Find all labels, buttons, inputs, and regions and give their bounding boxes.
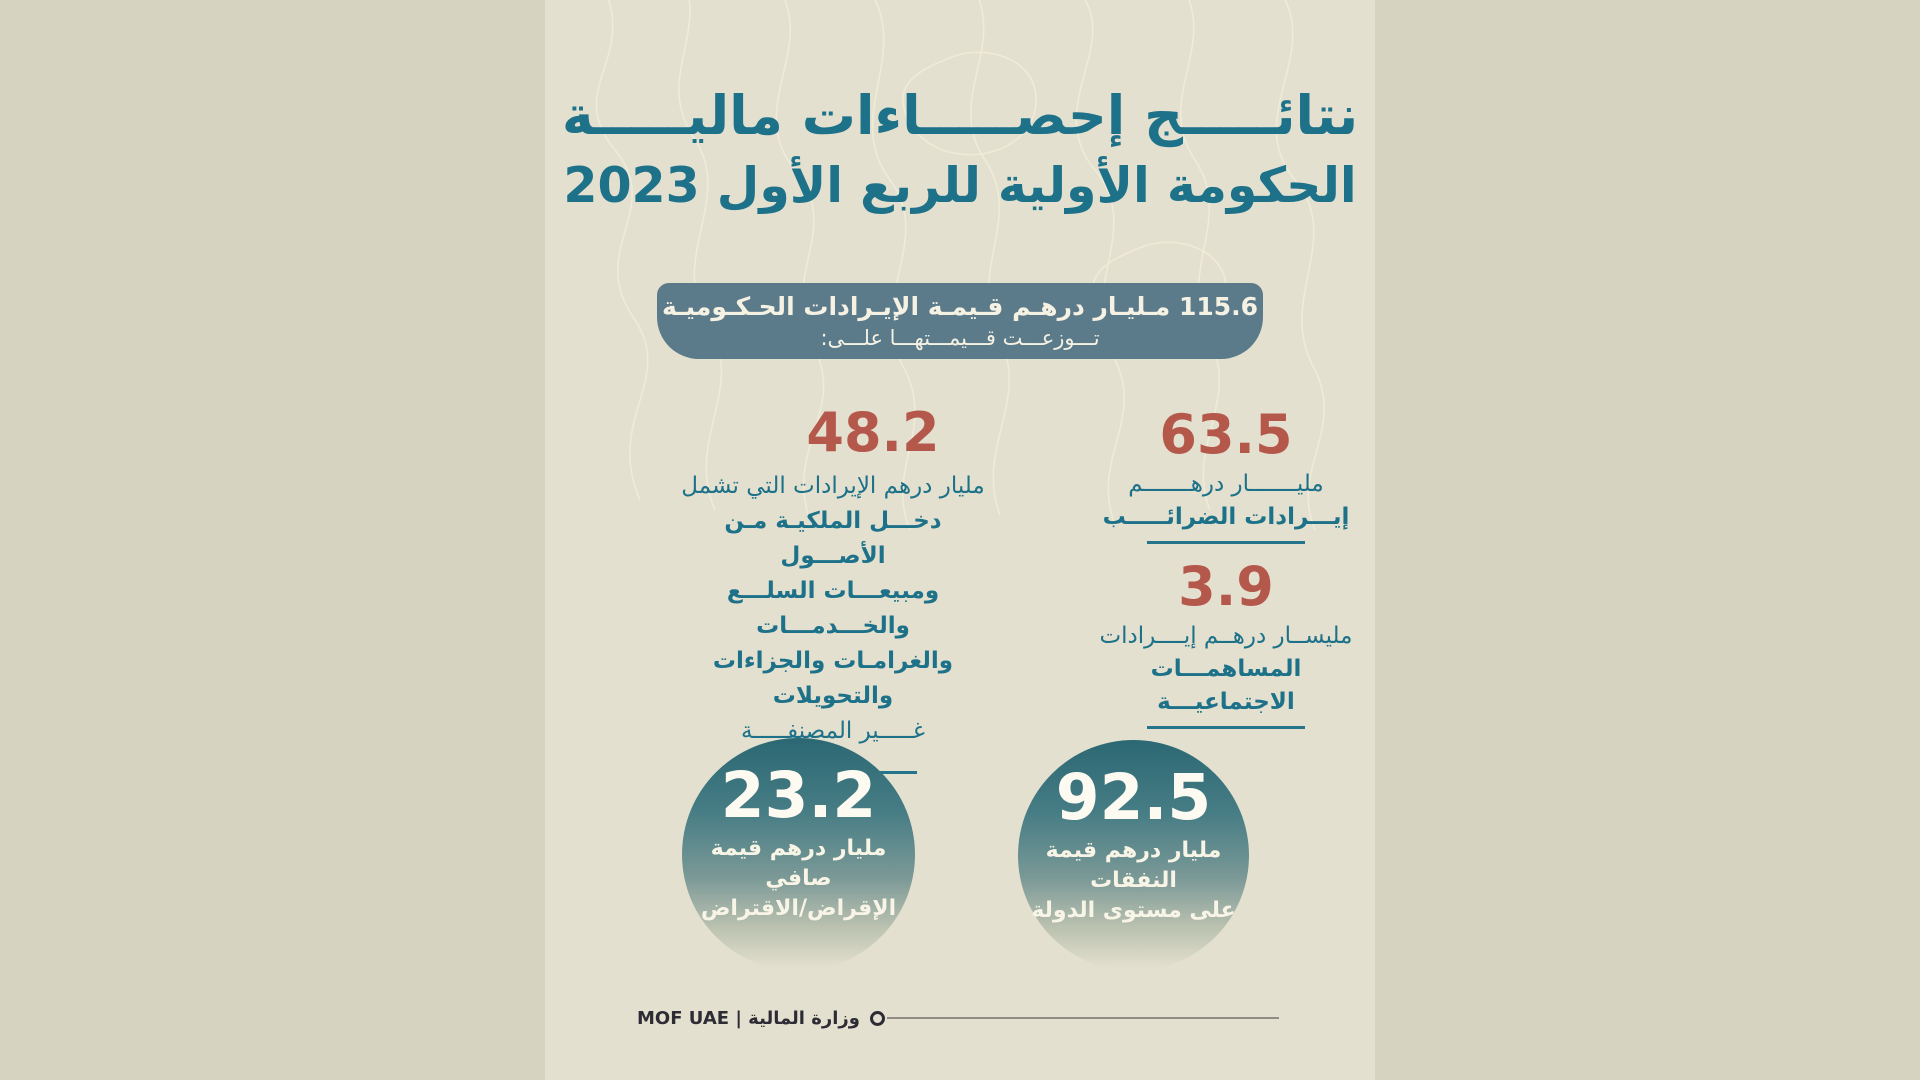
- stat-line: دخـــل الملكيـة مـن الأصـــول: [724, 508, 942, 569]
- expenses-circle: 92.5 مليار درهم قيمة النفقات على مستوى ا…: [1018, 740, 1249, 971]
- underline-decoration: [1147, 726, 1305, 729]
- stat-line: والغرامـات والجزاءات والتحويلات: [712, 648, 954, 709]
- page-title: نتائـــــج إحصـــــاءات ماليـــــة الحكو…: [545, 84, 1375, 216]
- ring-outline-icon: [869, 1010, 885, 1026]
- stat-line: ومبيعـــات السلـــع والخـــدمـــات: [726, 578, 940, 639]
- banner-distribution-text: تـــوزعـــت قـــيمـــتهـــا علـــى:: [820, 325, 1100, 350]
- circle-label-line: مليار درهم قيمة النفقات: [1045, 838, 1222, 893]
- circle-label-line: مليار درهم قيمة صافي: [710, 836, 887, 891]
- stat-line: مليســار درهــم إيــــرادات: [1099, 623, 1353, 649]
- stat-line: إيـــرادات الضرائـــــب: [1102, 504, 1350, 530]
- net-lending-label: مليار درهم قيمة صافي الإقراض/الاقتراض: [682, 834, 915, 924]
- underline-decoration: [1147, 541, 1305, 544]
- other-revenues-description: مليار درهم الإيرادات التي تشمل دخـــل ال…: [671, 469, 995, 749]
- other-revenues-value: 48.2: [806, 401, 940, 464]
- expenses-value: 92.5: [1055, 761, 1212, 834]
- footer-rule: [886, 1017, 1279, 1019]
- expenses-label: مليار درهم قيمة النفقات على مستوى الدولة: [1018, 836, 1249, 926]
- net-lending-value: 23.2: [720, 759, 877, 832]
- social-contributions-description: مليســار درهــم إيــــرادات المساهمـــات…: [1097, 620, 1355, 719]
- tax-revenues-value: 63.5: [1159, 403, 1293, 466]
- total-revenue-banner: 115.6 مـليـار درهـم قـيمـة الإيـرادات ال…: [657, 283, 1263, 359]
- title-line-1: نتائـــــج إحصـــــاءات ماليـــــة: [561, 84, 1359, 147]
- other-revenues-stat: 48.2 مليار درهم الإيرادات التي تشمل دخــ…: [671, 406, 995, 774]
- social-contributions-value: 3.9: [1178, 555, 1274, 618]
- circle-label-line: الإقراض/الاقتراض: [700, 896, 897, 921]
- stat-line: مليار درهم الإيرادات التي تشمل: [681, 473, 985, 499]
- footer: وزارة المالية | MOF UAE: [637, 1000, 1279, 1036]
- tax-and-social-stats: 63.5 مليـــــــار درهـــــــم إيـــرادات…: [1097, 408, 1355, 729]
- circle-label-line: على مستوى الدولة: [1031, 898, 1236, 923]
- title-line-2: الحكومة الأولية للربع الأول 2023: [563, 156, 1357, 214]
- stat-line: المساهمـــات الاجتماعيـــة: [1150, 656, 1302, 715]
- banner-total-revenue-text: 115.6 مـليـار درهـم قـيمـة الإيـرادات ال…: [661, 292, 1259, 322]
- stat-line: مليـــــــار درهـــــــم: [1128, 471, 1324, 497]
- ministry-brand-text: وزارة المالية | MOF UAE: [637, 1007, 860, 1029]
- net-lending-circle: 23.2 مليار درهم قيمة صافي الإقراض/الاقتر…: [682, 738, 915, 971]
- tax-revenues-description: مليـــــــار درهـــــــم إيـــرادات الضر…: [1097, 468, 1355, 534]
- stat-line: غـــــير المصنفـــــة: [741, 718, 925, 744]
- infographic-panel: نتائـــــج إحصـــــاءات ماليـــــة الحكو…: [545, 0, 1375, 1080]
